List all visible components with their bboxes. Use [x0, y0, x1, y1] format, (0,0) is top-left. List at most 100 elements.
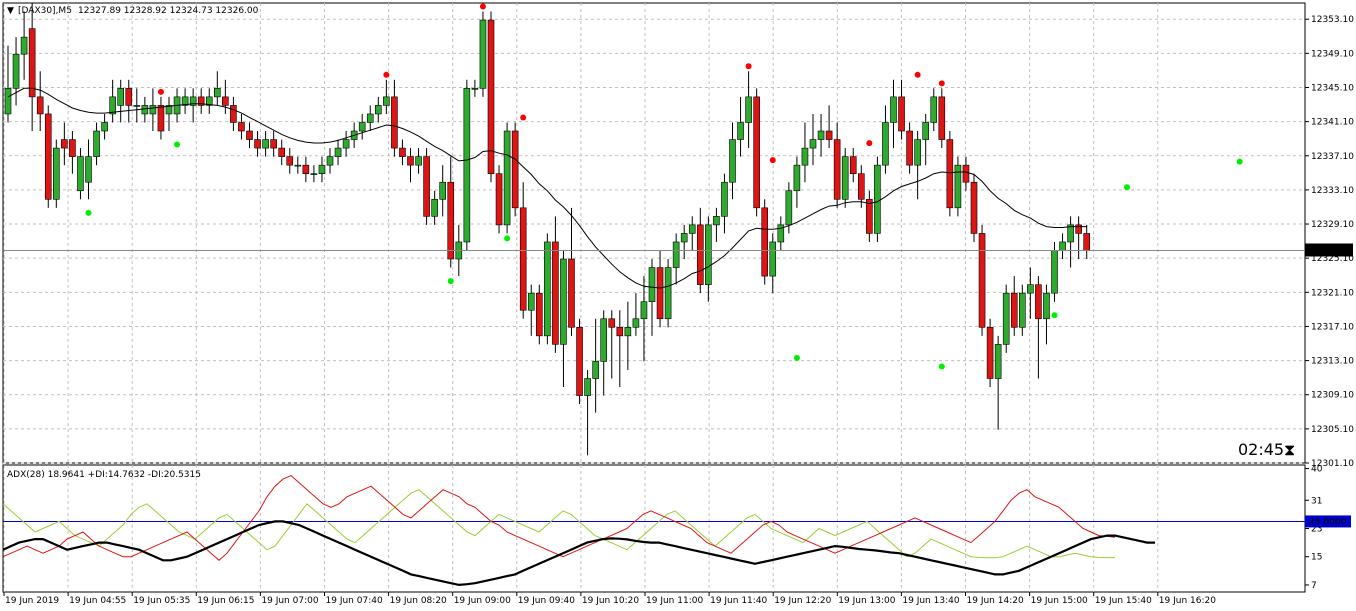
- bar-timer: 02:45: [1238, 440, 1284, 459]
- adx-tick-label: 15: [1311, 553, 1322, 563]
- candle-body: [61, 139, 68, 149]
- candle-body: [688, 224, 696, 234]
- candle-body: [1067, 224, 1074, 243]
- price-tick-label: 12325.10: [1311, 254, 1354, 264]
- candle-body: [705, 224, 712, 285]
- candle-body: [640, 301, 648, 320]
- candle: [52, 139, 60, 208]
- candle-body: [44, 113, 52, 200]
- candle-body: [197, 96, 205, 106]
- candles: [4, 3, 1090, 456]
- candle-body: [584, 378, 591, 396]
- candle: [648, 259, 656, 336]
- candle: [946, 131, 954, 217]
- time-tick-label: 19 Jun 07:00: [261, 596, 318, 606]
- candle: [214, 71, 221, 106]
- dropdown-arrow-icon[interactable]: ▼: [7, 6, 14, 16]
- candle: [366, 105, 374, 132]
- fractal-up-marker: [157, 88, 164, 95]
- candle: [85, 139, 92, 200]
- candle-body: [487, 19, 495, 174]
- candle-body: [366, 113, 374, 123]
- candle-body: [85, 156, 92, 183]
- candle: [938, 88, 946, 149]
- adx-panel[interactable]: 40 31 23 15 7 25.0000 ADX(28) 18.9641 +DI:14…: [2, 464, 1351, 593]
- candle: [101, 113, 108, 140]
- candle: [568, 207, 575, 336]
- candle-body: [898, 96, 905, 132]
- candle-body: [149, 105, 157, 115]
- candle: [914, 131, 921, 200]
- candle-body: [52, 147, 60, 200]
- fractal-down-marker: [938, 363, 945, 370]
- price-tick-label: 12349.10: [1311, 49, 1354, 59]
- candle-body: [946, 139, 954, 209]
- candle: [849, 148, 857, 183]
- fractal-down-marker: [85, 209, 92, 216]
- candle-body: [1083, 233, 1090, 251]
- candle: [857, 165, 865, 208]
- time-tick-label: 19 Jun 2019: [5, 596, 59, 606]
- price-panel[interactable]: 12353.10 12349.10 12345.10 12341.10 12337.10…: [2, 2, 1354, 469]
- candle: [334, 139, 342, 166]
- candle: [423, 148, 430, 225]
- candle-body: [262, 139, 269, 149]
- candle: [962, 156, 970, 191]
- candle-body: [254, 139, 261, 149]
- candle-body: [246, 130, 253, 140]
- candle-body: [970, 181, 978, 234]
- time-tick-label: 19 Jun 07:40: [326, 596, 383, 606]
- adx-tick-label: 7: [1311, 581, 1317, 591]
- candle: [302, 156, 310, 183]
- candle-body: [28, 28, 36, 98]
- fractal-up-marker: [520, 114, 527, 121]
- price-tick-label: 12305.10: [1311, 425, 1354, 435]
- candle-body: [391, 96, 398, 149]
- candle-body: [294, 164, 302, 167]
- candle-body: [407, 156, 414, 166]
- candle-body: [302, 164, 310, 174]
- candle: [1043, 284, 1050, 345]
- candle-body: [109, 96, 116, 115]
- candle-body: [157, 105, 165, 132]
- candle: [471, 79, 479, 97]
- candle: [157, 96, 165, 140]
- candle: [777, 216, 785, 251]
- candle: [632, 293, 640, 336]
- candle-body: [1002, 292, 1010, 345]
- candle-body: [737, 122, 744, 140]
- candle-body: [399, 147, 406, 157]
- candle-body: [358, 122, 366, 132]
- candle: [407, 148, 414, 183]
- candle-body: [165, 105, 173, 115]
- candle: [28, 3, 36, 132]
- candle-body: [181, 96, 189, 106]
- candle: [326, 148, 334, 174]
- price-tick-label: 12301.10: [1311, 459, 1354, 469]
- candle-body: [36, 96, 44, 115]
- candle-body: [890, 96, 897, 123]
- candle: [688, 216, 696, 251]
- fractal-down-marker: [1051, 312, 1058, 319]
- candle: [1002, 284, 1010, 353]
- time-tick-label: 19 Jun 09:00: [454, 596, 511, 606]
- candle: [1010, 276, 1018, 336]
- plus-di-line: [2, 489, 1115, 559]
- price-tick-label: 12321.10: [1311, 288, 1354, 298]
- time-tick-label: 19 Jun 10:20: [582, 596, 639, 606]
- candle-body: [713, 216, 720, 226]
- candle: [254, 131, 261, 157]
- candle: [616, 310, 624, 388]
- candle-body: [793, 164, 801, 192]
- candle-body: [825, 130, 833, 140]
- time-tick-label: 19 Jun 09:40: [518, 596, 575, 606]
- candle: [415, 148, 422, 174]
- adx-line: [2, 520, 1155, 587]
- price-tick-label: 12329.10: [1311, 220, 1354, 230]
- time-tick-label: 19 Jun 14:20: [967, 596, 1024, 606]
- current-price-box: [1305, 243, 1353, 257]
- candle-body: [857, 173, 865, 200]
- candle-body: [101, 122, 108, 132]
- candle-body: [721, 181, 728, 217]
